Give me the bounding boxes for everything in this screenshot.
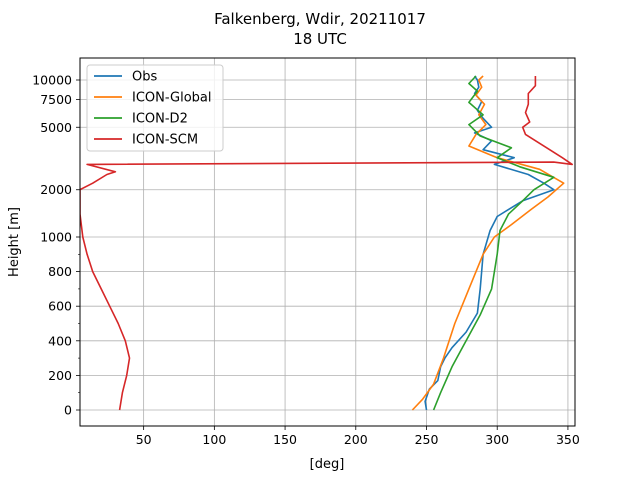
y-tick-label: 600 (48, 299, 72, 314)
chart-title: Falkenberg, Wdir, 20211017 (214, 10, 426, 28)
x-tick-label: 250 (415, 432, 439, 447)
series-line-icon-scm (80, 76, 573, 411)
x-tick-label: 300 (485, 432, 509, 447)
x-tick-label: 150 (273, 432, 297, 447)
plot-frame (79, 57, 576, 427)
legend-box (86, 64, 224, 152)
legend-label-icon-global: ICON-Global (132, 91, 212, 106)
chart-subtitle: 18 UTC (293, 30, 347, 48)
y-tick-label: 2000 (40, 182, 72, 197)
legend: Obs ICON-Global ICON-D2 ICON-SCM (86, 64, 224, 152)
y-tick-label: 7500 (40, 92, 72, 107)
y-tick-label: 0 (64, 403, 72, 418)
x-tick-label: 50 (136, 432, 152, 447)
series-line-obs (424, 75, 555, 411)
x-tick-label: 100 (202, 432, 226, 447)
y-tick-label: 10000 (32, 73, 72, 88)
x-axis-label: [deg] (310, 457, 345, 472)
y-tick-label: 1000 (40, 230, 72, 245)
series-line-icon-global (411, 75, 565, 411)
grid-lines (80, 58, 575, 426)
legend-label-obs: Obs (132, 70, 157, 85)
y-tick-label: 200 (48, 368, 72, 383)
y-axis-label: Height [m] (7, 207, 22, 277)
y-tick-label: 400 (48, 333, 72, 348)
legend-label-icon-d2: ICON-D2 (132, 112, 188, 127)
legend-label-icon-scm: ICON-SCM (132, 133, 198, 148)
plot-area (80, 75, 573, 411)
y-tick-label: 800 (48, 264, 72, 279)
x-tick-label: 350 (556, 432, 580, 447)
y-tick-label: 5000 (40, 120, 72, 135)
axis-ticks: 50 100 150 200 250 300 350 0 200 400 600 800 1000 200… (32, 73, 580, 448)
series-line-icon-d2 (432, 75, 555, 411)
x-tick-label: 200 (344, 432, 368, 447)
